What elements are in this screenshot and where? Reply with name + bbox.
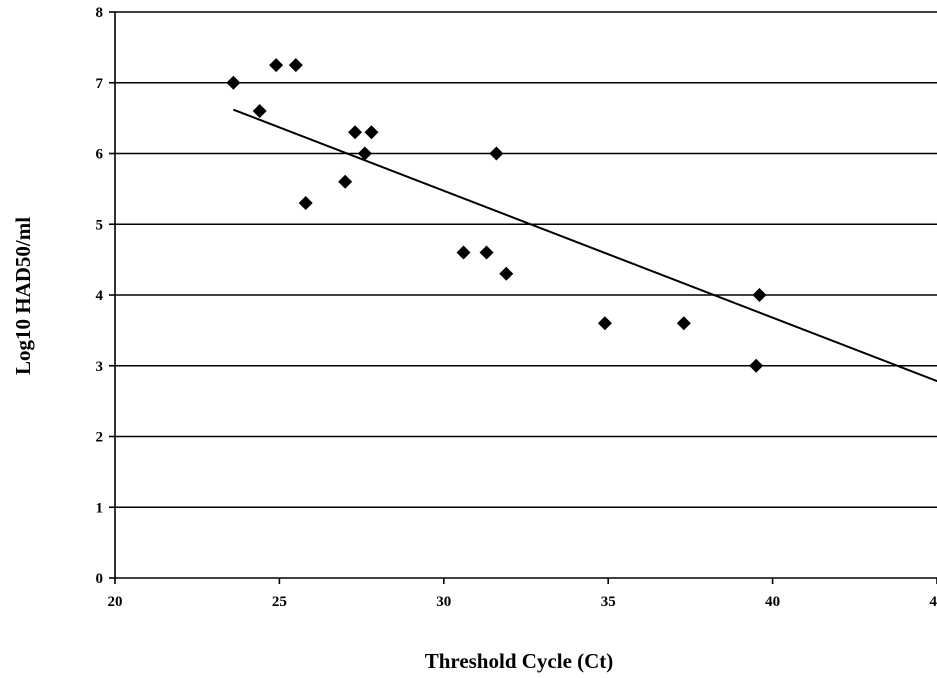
y-axis-title: Log10 HAD50/ml [11,217,35,375]
data-point [752,288,767,302]
x-tick-label: 40 [765,594,780,610]
y-tick-label: 8 [96,5,104,21]
data-point [499,266,514,281]
y-tick-label: 7 [96,76,104,92]
data-point [269,58,284,73]
y-tick-label: 2 [96,430,104,446]
data-point [338,174,353,189]
data-point [479,245,494,260]
x-axis-title: Threshold Cycle (Ct) [425,649,614,673]
x-tick-label: 20 [108,594,123,610]
y-tick-label: 4 [96,288,104,304]
y-tick-label: 6 [96,147,104,163]
data-point [364,125,379,140]
data-points [226,58,767,373]
x-tick-label: 45 [930,594,937,610]
y-tick-label: 5 [96,217,104,233]
data-point [348,125,363,140]
data-point [298,196,313,211]
data-point [676,316,691,331]
data-point [597,316,612,331]
x-tick-label: 25 [272,594,287,610]
y-tick-label: 3 [96,359,104,375]
data-point [252,104,267,119]
data-point [226,75,241,90]
x-tick-label: 30 [436,594,451,610]
gridlines [115,11,937,509]
data-point [456,245,471,260]
data-point [357,146,372,161]
y-tick-label: 0 [96,571,104,587]
trendline [233,108,937,383]
y-tick-label: 1 [96,500,104,516]
x-tick-label: 35 [601,594,616,610]
data-point [489,146,504,161]
data-point [288,58,303,73]
data-point [749,358,764,373]
tick-labels: 012345678202530354045 [96,5,937,610]
